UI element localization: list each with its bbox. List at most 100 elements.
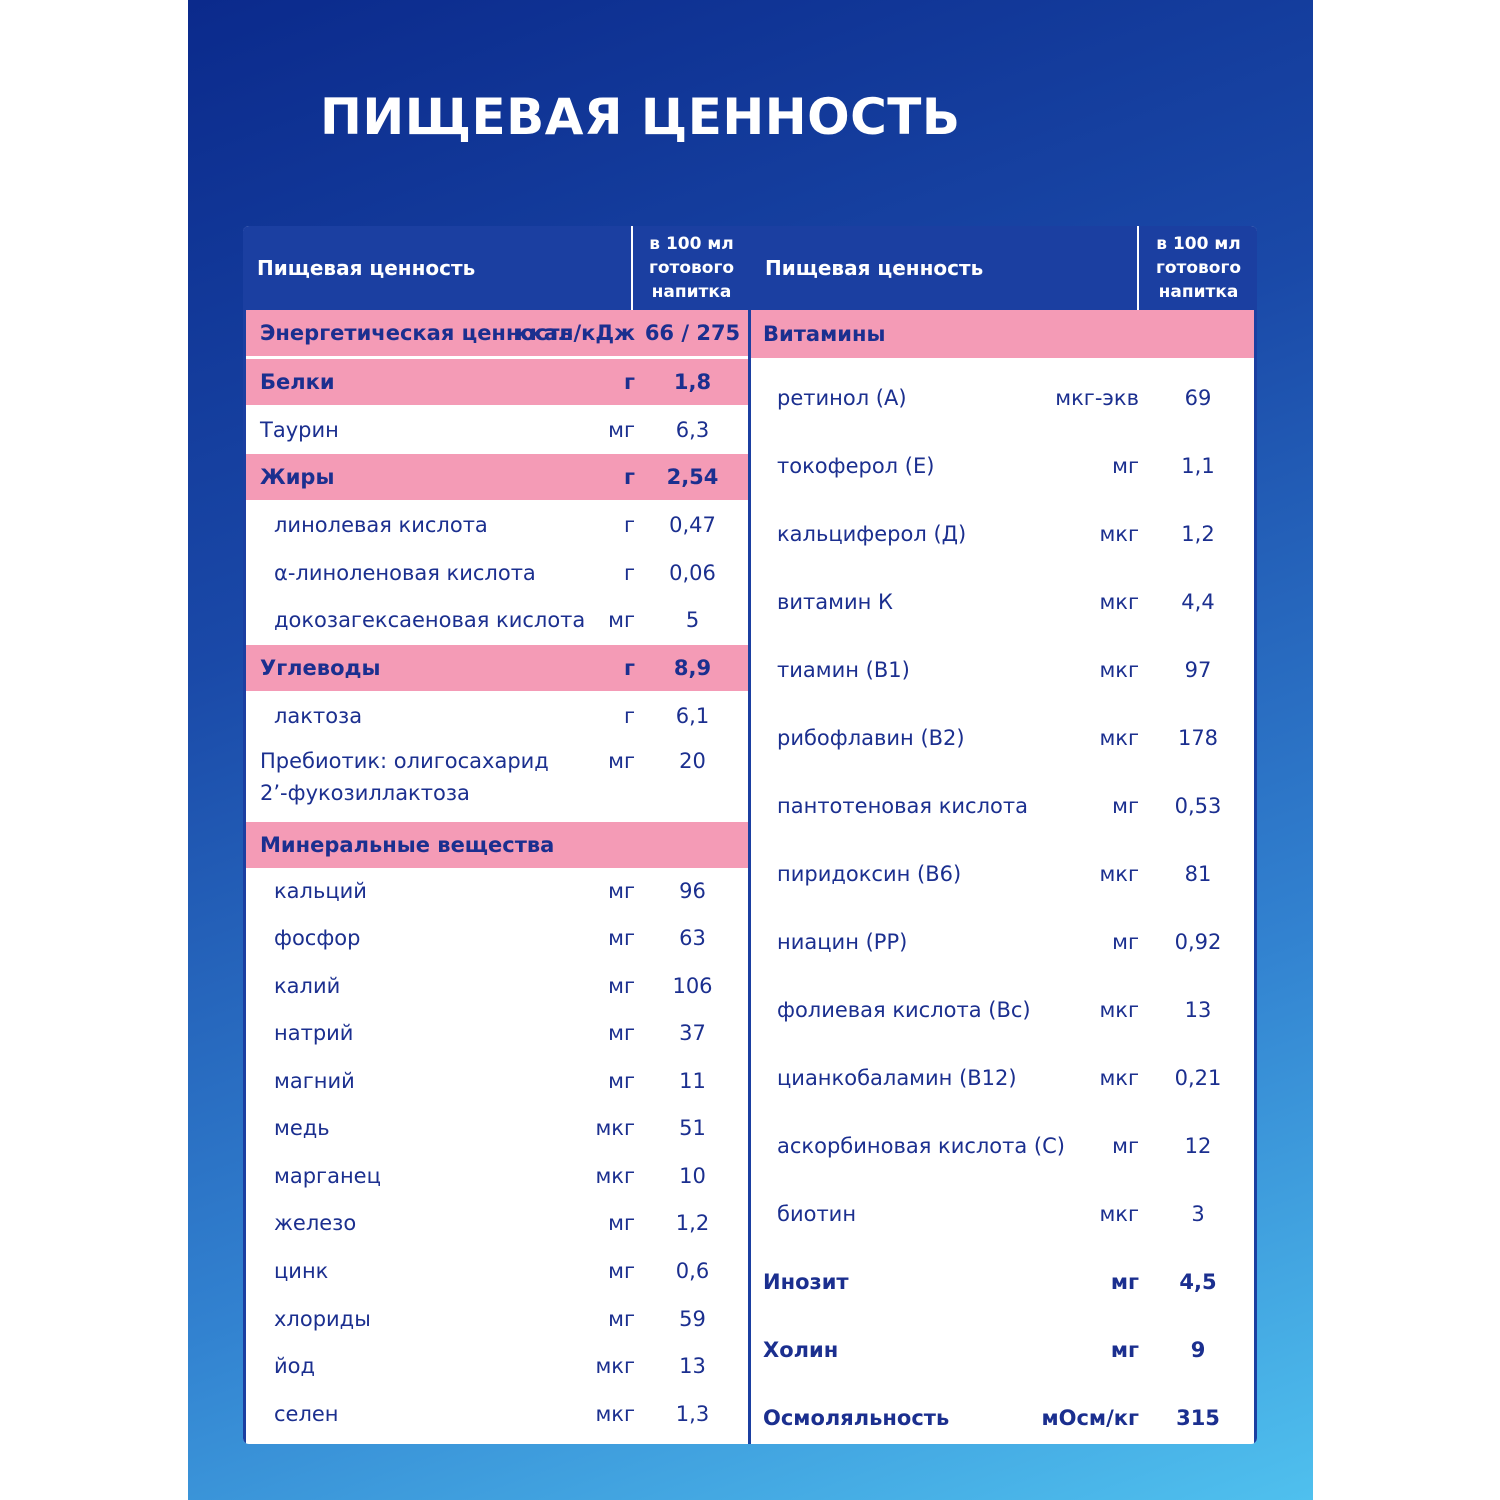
nutrient-value: 8,9 (673, 656, 712, 680)
nutrient-value: 1,2 (1181, 522, 1215, 546)
nutrient-value: 3 (1191, 1202, 1205, 1226)
nutrient-name: витамин К (777, 590, 893, 614)
left-header-name: Пищевая ценность (243, 226, 645, 310)
nutrient-name: пантотеновая кислота (777, 794, 1028, 818)
nutrient-unit: г (623, 513, 635, 537)
left-row: Пребиотик: олигосахарид 2’-фукозиллактоз… (246, 741, 748, 821)
nutrient-name: тиамин (В1) (777, 658, 910, 682)
right-row: биотин мкг 3 (751, 1180, 1254, 1248)
nutrient-name: линолевая кислота (274, 513, 488, 537)
nutrition-table: Пищевая ценность в 100 мл готового напит… (243, 226, 1257, 1444)
nutrient-unit: мг (608, 879, 635, 903)
left-row: Углеводы г 8,9 (246, 645, 748, 691)
nutrient-unit: мг (1110, 1338, 1139, 1362)
left-row: линолевая кислота г 0,47 (246, 502, 748, 548)
nutrient-unit: г (623, 561, 635, 585)
left-row: кальций мг 96 (246, 868, 748, 914)
nutrient-name: Осмоляльность (763, 1406, 950, 1430)
nutrient-value: 1,1 (1181, 454, 1215, 478)
nutrient-value: 315 (1176, 1406, 1220, 1430)
nutrient-name: медь (274, 1116, 330, 1140)
nutrient-value: 1,3 (675, 1402, 710, 1426)
right-row: ретинол (А) мкг-экв 69 (751, 364, 1254, 432)
right-row: Холин мг 9 (751, 1316, 1254, 1384)
left-row: Минеральные вещества (246, 822, 748, 868)
left-row: калий мг 106 (246, 963, 748, 1009)
left-row: марганец мкг 10 (246, 1153, 748, 1199)
nutrient-value: 13 (1184, 998, 1212, 1022)
left-row: йод мкг 13 (246, 1343, 748, 1389)
nutrient-name: магний (274, 1069, 355, 1093)
nutrient-value: 96 (679, 879, 706, 903)
nutrient-value: 4,4 (1181, 590, 1215, 614)
nutrient-name: ретинол (А) (777, 386, 907, 410)
nutrient-name: натрий (274, 1021, 354, 1045)
nutrient-name: йод (274, 1354, 316, 1378)
nutrient-unit: мг (1112, 454, 1139, 478)
nutrient-name: токоферол (Е) (777, 454, 935, 478)
nutrient-unit: мг (608, 974, 635, 998)
right-row: тиамин (В1) мкг 97 (751, 636, 1254, 704)
nutrient-unit: мг (608, 1021, 635, 1045)
nutrient-name: цианкобаламин (В12) (777, 1066, 1017, 1090)
nutrient-unit: г (623, 704, 635, 728)
nutrient-unit: мкг (1099, 590, 1139, 614)
nutrient-name: биотин (777, 1202, 857, 1226)
nutrient-name: Инозит (763, 1270, 849, 1294)
left-row: селен мкг 1,3 (246, 1391, 748, 1437)
left-row: медь мкг 51 (246, 1105, 748, 1151)
nutrient-unit: мг (1112, 930, 1139, 954)
nutrient-value: 51 (679, 1116, 706, 1140)
left-row: хлориды мг 59 (246, 1296, 748, 1342)
nutrient-name: Холин (763, 1338, 839, 1362)
nutrient-value: 0,21 (1174, 1066, 1222, 1090)
nutrient-value: 37 (679, 1021, 706, 1045)
nutrient-value: 59 (679, 1307, 706, 1331)
nutrient-unit: мг (608, 1259, 635, 1283)
right-row: пиридоксин (В6) мкг 81 (751, 840, 1254, 908)
right-row: пантотеновая кислота мг 0,53 (751, 772, 1254, 840)
left-row: Белки г 1,8 (246, 359, 748, 405)
left-row: магний мг 11 (246, 1058, 748, 1104)
nutrient-name: пиридоксин (В6) (777, 862, 962, 886)
left-border (243, 226, 246, 1444)
nutrient-unit: г (624, 656, 635, 680)
header-separator-right (1137, 226, 1139, 310)
nutrient-unit: г (624, 465, 635, 489)
nutrient-unit: мкг (595, 1402, 635, 1426)
right-border (1254, 226, 1257, 1444)
left-row: докозагексаеновая кислота мг 5 (246, 597, 748, 643)
nutrient-value: 12 (1184, 1134, 1212, 1158)
right-row: фолиевая кислота (Вс) мкг 13 (751, 976, 1254, 1044)
right-row: Инозит мг 4,5 (751, 1248, 1254, 1316)
nutrient-unit: мкг (1099, 862, 1139, 886)
nutrient-unit: мкг (1099, 998, 1139, 1022)
nutrient-value: 178 (1177, 726, 1219, 750)
nutrient-value: 66 / 275 (644, 321, 741, 345)
nutrient-unit: мкг (1099, 1066, 1139, 1090)
nutrient-name: Таурин (260, 418, 339, 442)
nutrient-value: 81 (1184, 862, 1212, 886)
nutrient-value: 20 (679, 749, 706, 773)
nutrient-name: лактоза (274, 704, 363, 728)
nutrient-name: ниацин (РР) (777, 930, 908, 954)
nutrient-value: 11 (679, 1069, 706, 1093)
nutrient-unit: мОсм/кг (1041, 1406, 1139, 1430)
nutrient-value: 4,5 (1179, 1270, 1217, 1294)
nutrient-unit: мг (1112, 1134, 1139, 1158)
nutrient-value: 13 (679, 1354, 706, 1378)
nutrient-unit: мг (608, 926, 635, 950)
nutrient-name: калий (274, 974, 341, 998)
nutrient-value: 106 (672, 974, 713, 998)
nutrient-name: хлориды (274, 1307, 371, 1331)
nutrient-unit: мкг (595, 1354, 635, 1378)
nutrient-unit: ккал/кДж (515, 321, 635, 345)
nutrient-name: кальциферол (Д) (777, 522, 967, 546)
nutrient-name: Белки (260, 370, 335, 394)
left-header-value-text: в 100 мл готового напитка (648, 234, 735, 302)
nutrient-value: 2,54 (666, 465, 719, 489)
nutrient-unit: мг (608, 749, 635, 773)
nutrient-unit: мг (1110, 1270, 1139, 1294)
nutrient-unit: мг (1112, 794, 1139, 818)
left-row: железо мг 1,2 (246, 1200, 748, 1246)
